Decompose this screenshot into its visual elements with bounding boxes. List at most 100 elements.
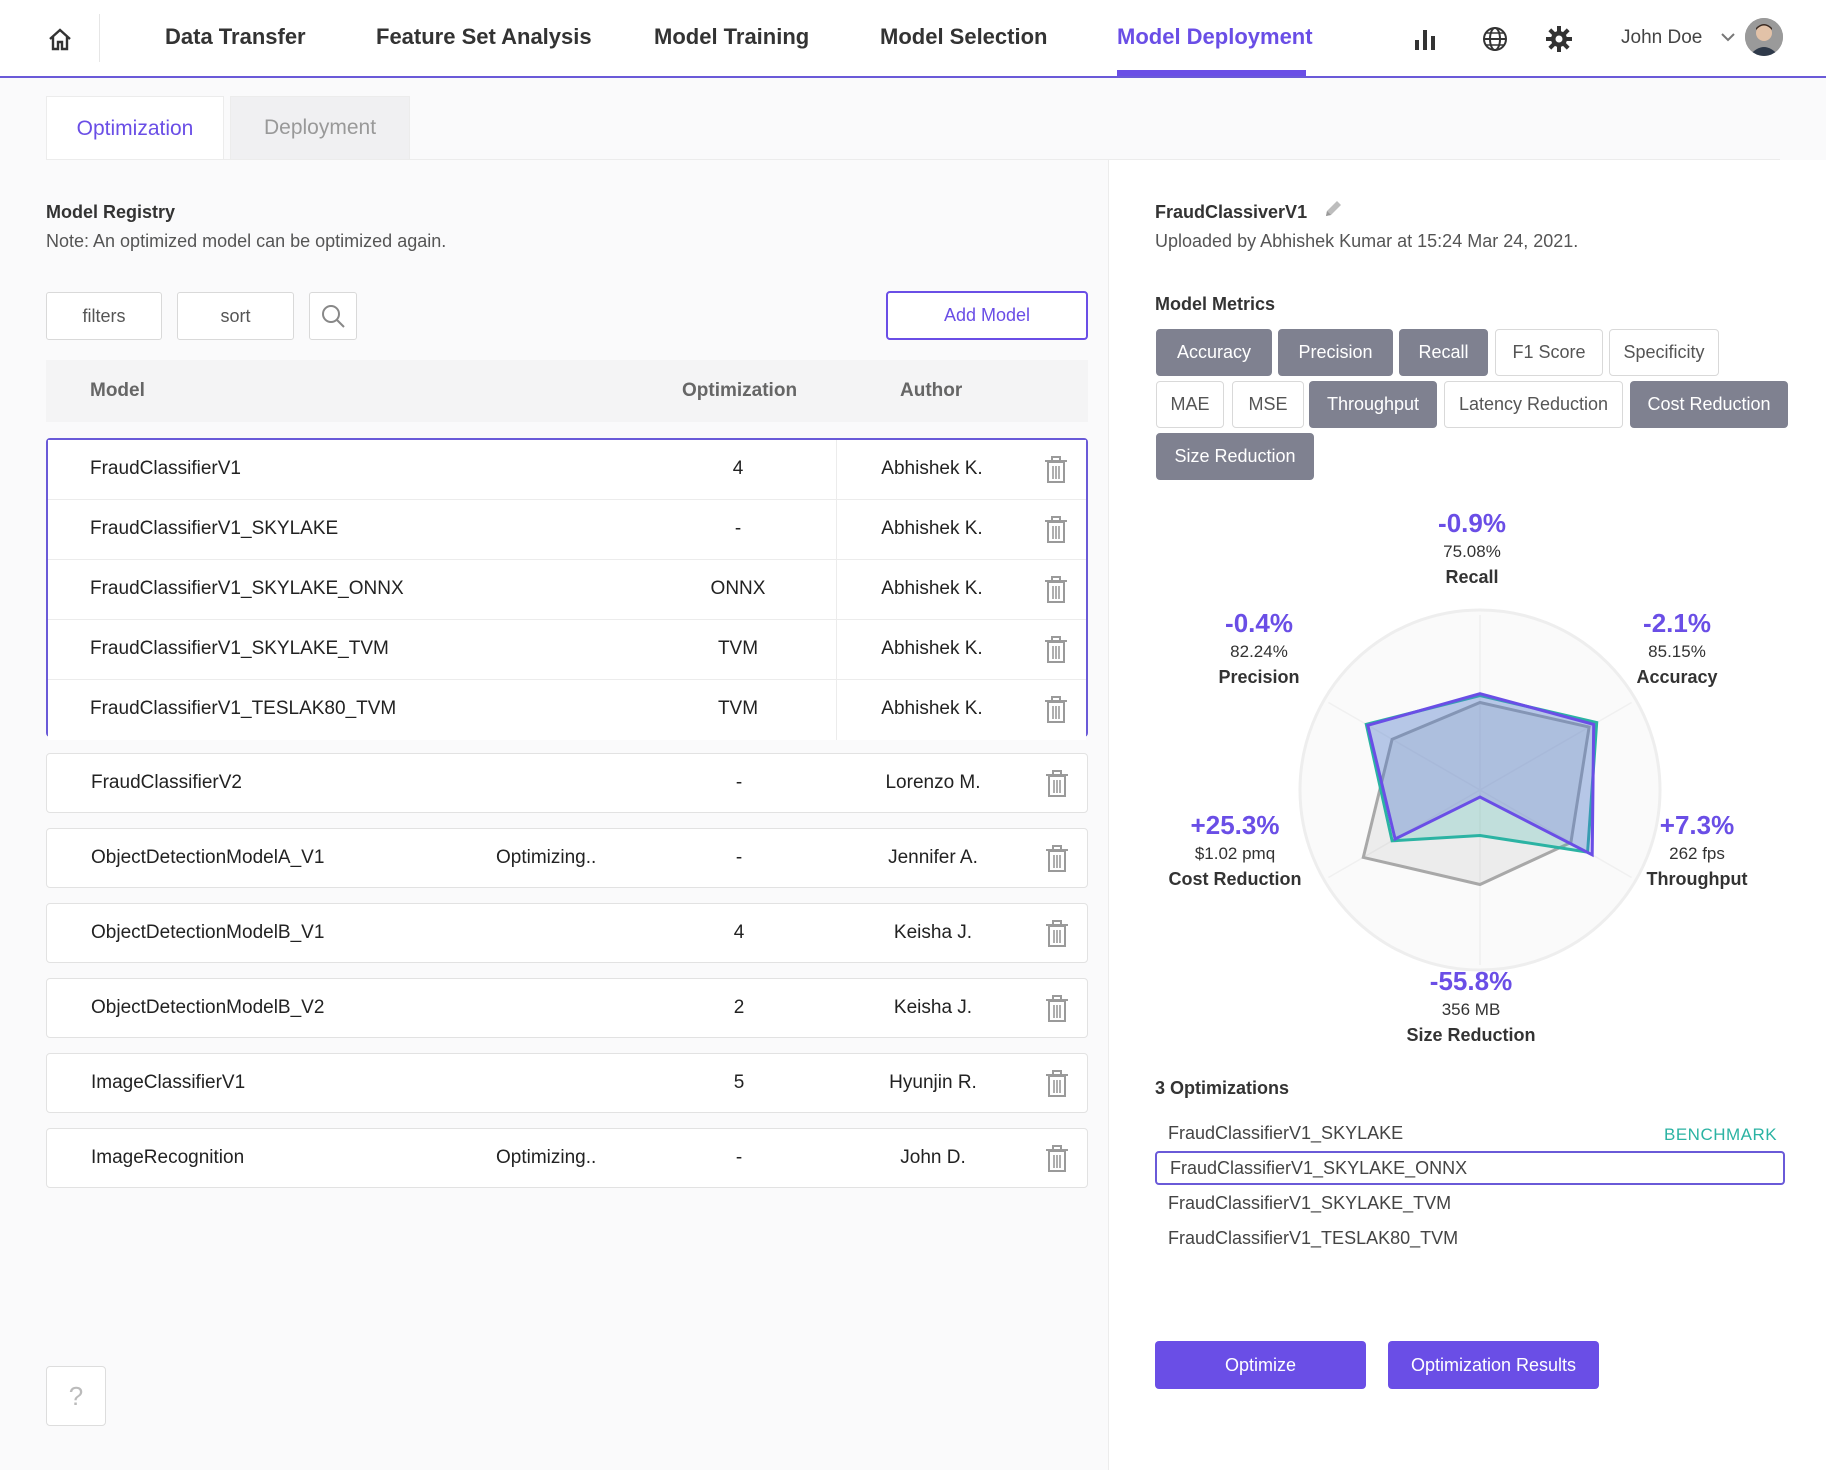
model-name: ImageClassifierV1 <box>91 1072 246 1093</box>
metric-chip-mse[interactable]: MSE <box>1232 381 1304 428</box>
metric-value: 75.08% <box>1443 542 1501 561</box>
table-row[interactable]: ObjectDetectionModelA_V1 Optimizing.. - Jen… <box>46 828 1088 888</box>
trash-icon[interactable] <box>1042 455 1070 485</box>
nav-model-selection[interactable]: Model Selection <box>880 24 1048 49</box>
trash-icon[interactable] <box>1042 515 1070 545</box>
chevron-down-icon[interactable] <box>1719 28 1737 51</box>
metric-value: 82.24% <box>1230 642 1288 661</box>
metric-name: Cost Reduction <box>1168 869 1302 889</box>
table-row[interactable]: ImageClassifierV1 5 Hyunjin R. <box>46 1053 1088 1113</box>
table-header: Model Optimization Author <box>46 360 1088 422</box>
sort-button[interactable]: sort <box>177 292 294 340</box>
nav-data-transfer[interactable]: Data Transfer <box>165 24 306 49</box>
model-optimization: - <box>735 847 743 868</box>
model-author: Jennifer A. <box>888 847 978 868</box>
home-icon[interactable] <box>40 20 80 58</box>
model-optimization: 5 <box>733 1072 745 1093</box>
trash-icon[interactable] <box>1043 769 1071 799</box>
user-name[interactable]: John Doe <box>1621 27 1703 48</box>
tab-optimization[interactable]: Optimization <box>46 96 224 160</box>
model-author: Abhishek K. <box>881 458 983 479</box>
gear-icon[interactable] <box>1542 22 1576 56</box>
filters-button[interactable]: filters <box>46 292 162 340</box>
trash-icon[interactable] <box>1042 635 1070 665</box>
model-name: FraudClassifierV1_TESLAK80_TVM <box>90 698 397 719</box>
trash-icon[interactable] <box>1042 695 1070 725</box>
search-button[interactable] <box>309 292 357 340</box>
metric-value: $1.02 pmq <box>1194 844 1276 863</box>
model-author: Hyunjin R. <box>889 1072 977 1093</box>
tab-deployment[interactable]: Deployment <box>230 96 410 160</box>
metric-chip-recall[interactable]: Recall <box>1399 329 1488 376</box>
model-author: Lorenzo M. <box>885 772 981 793</box>
trash-icon[interactable] <box>1043 1144 1071 1174</box>
table-row[interactable]: ImageRecognition Optimizing.. - John D. <box>46 1128 1088 1188</box>
globe-icon[interactable] <box>1478 22 1512 56</box>
model-author: John D. <box>900 1147 966 1168</box>
model-optimization: - <box>734 518 742 539</box>
nav-active-indicator <box>1117 70 1306 76</box>
cell-divider <box>836 500 837 560</box>
table-row[interactable]: ObjectDetectionModelB_V2 2 Keisha J. <box>46 978 1088 1038</box>
pencil-icon[interactable] <box>1322 198 1344 225</box>
add-model-button[interactable]: Add Model <box>886 291 1088 340</box>
metric-chip-cost-reduction[interactable]: Cost Reduction <box>1630 381 1788 428</box>
optimization-item-selected[interactable]: FraudClassifierV1_SKYLAKE_ONNX <box>1155 1151 1785 1185</box>
radar-label-throughput: +7.3% 262 fps Throughput <box>1647 810 1748 892</box>
top-nav: Data Transfer Feature Set Analysis Model… <box>0 0 1826 78</box>
trash-icon[interactable] <box>1043 844 1071 874</box>
metric-chip-specificity[interactable]: Specificity <box>1609 329 1719 376</box>
nav-model-training[interactable]: Model Training <box>654 24 810 49</box>
radar-axis <box>1479 701 1632 791</box>
model-optimization: - <box>735 772 743 793</box>
tab-divider <box>46 159 1780 160</box>
metric-chip-latency-reduction[interactable]: Latency Reduction <box>1444 381 1623 428</box>
trash-icon[interactable] <box>1042 575 1070 605</box>
table-row[interactable]: FraudClassifierV1 4 Abhishek K. <box>48 440 1086 500</box>
cell-divider <box>836 440 837 500</box>
avatar[interactable] <box>1745 18 1783 56</box>
cell-divider <box>836 680 837 740</box>
nav-model-deployment[interactable]: Model Deployment <box>1117 24 1313 49</box>
optimization-item[interactable]: FraudClassifierV1_SKYLAKE <box>1168 1122 1404 1143</box>
metric-change: +25.3% <box>1190 810 1280 840</box>
metric-change: -55.8% <box>1429 966 1513 996</box>
metric-value: 356 MB <box>1441 1000 1501 1019</box>
registry-title: Model Registry <box>46 202 176 222</box>
table-row[interactable]: FraudClassifierV1_SKYLAKE - Abhishek K. <box>48 500 1086 560</box>
optimization-results-button[interactable]: Optimization Results <box>1388 1341 1599 1389</box>
metric-chip-size-reduction[interactable]: Size Reduction <box>1156 433 1314 480</box>
metric-chip-mae[interactable]: MAE <box>1156 381 1224 428</box>
column-author[interactable]: Author <box>900 380 963 401</box>
trash-icon[interactable] <box>1043 994 1071 1024</box>
table-row[interactable]: FraudClassifierV2 - Lorenzo M. <box>46 753 1088 813</box>
table-row[interactable]: FraudClassifierV1_TESLAK80_TVM TVM Abhishe… <box>48 680 1086 740</box>
metric-chip-throughput[interactable]: Throughput <box>1309 381 1437 428</box>
column-optimization[interactable]: Optimization <box>682 380 798 401</box>
metric-chip-f1-score[interactable]: F1 Score <box>1495 329 1603 376</box>
metric-chip-accuracy[interactable]: Accuracy <box>1156 329 1272 376</box>
help-button[interactable]: ? <box>46 1366 106 1426</box>
table-row[interactable]: ObjectDetectionModelB_V1 4 Keisha J. <box>46 903 1088 963</box>
model-optimization: - <box>735 1147 743 1168</box>
table-row[interactable]: FraudClassifierV1_SKYLAKE_TVM TVM Abhishek… <box>48 620 1086 680</box>
metric-chip-precision[interactable]: Precision <box>1278 329 1393 376</box>
table-row[interactable]: FraudClassifierV1_SKYLAKE_ONNX ONNX Abhish… <box>48 560 1086 620</box>
cell-divider <box>836 560 837 620</box>
model-optimization: TVM <box>717 698 759 719</box>
model-name: FraudClassifierV2 <box>91 772 242 793</box>
radar-axis <box>1479 789 1632 879</box>
column-model[interactable]: Model <box>90 380 145 401</box>
trash-icon[interactable] <box>1043 919 1071 949</box>
bar-chart-icon[interactable] <box>1408 22 1442 56</box>
cell-divider <box>836 620 837 680</box>
radar-chart <box>1298 608 1662 972</box>
trash-icon[interactable] <box>1043 1069 1071 1099</box>
metric-change: -2.1% <box>1643 608 1711 638</box>
optimization-item[interactable]: FraudClassifierV1_SKYLAKE_TVM <box>1168 1192 1452 1213</box>
nav-divider <box>99 14 100 62</box>
optimize-button[interactable]: Optimize <box>1155 1341 1366 1389</box>
optimization-item[interactable]: FraudClassifierV1_TESLAK80_TVM <box>1168 1227 1459 1248</box>
model-optimization: TVM <box>717 638 759 659</box>
nav-feature-set-analysis[interactable]: Feature Set Analysis <box>376 24 592 49</box>
